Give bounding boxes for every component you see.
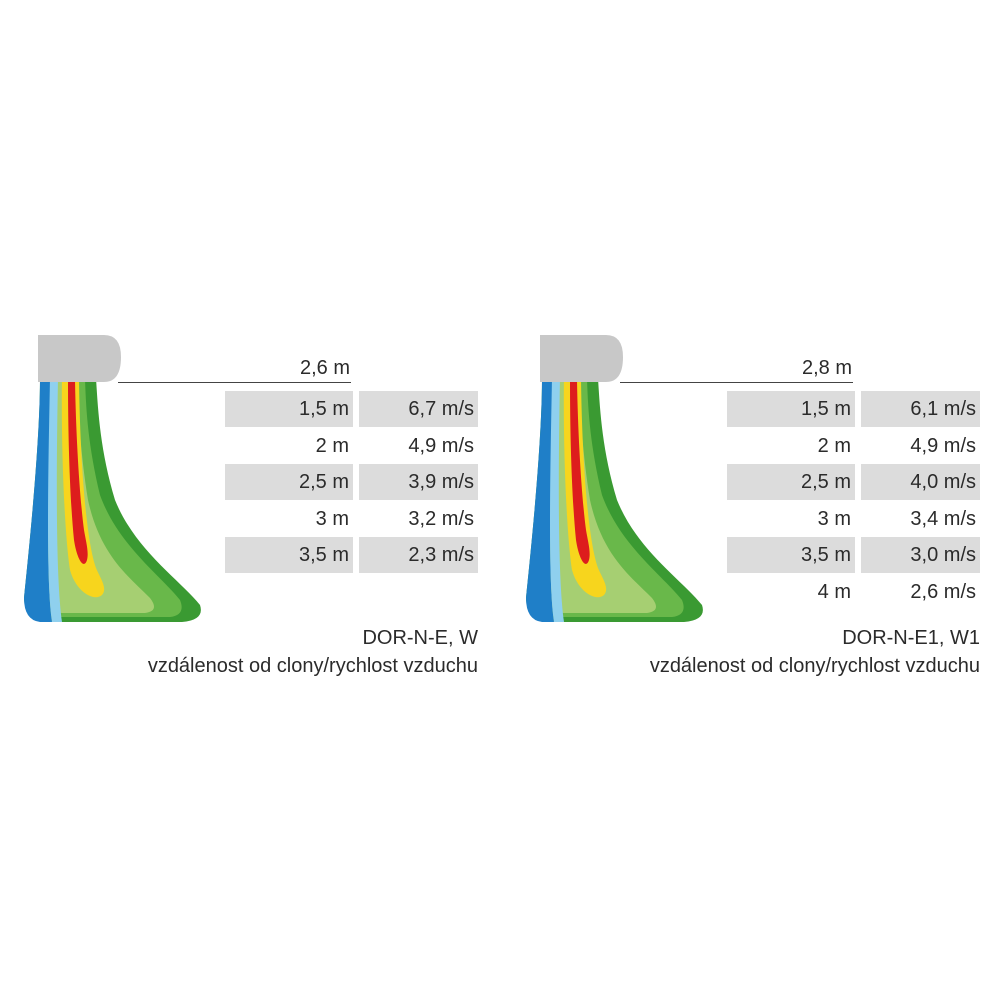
- air-curtain-unit: [38, 335, 121, 382]
- speed-table: 1,5 m 6,1 m/s 2 m 4,9 m/s 2,5 m 4,0 m/s …: [727, 391, 980, 611]
- table-row: 2 m 4,9 m/s: [727, 428, 980, 464]
- mounting-height-label: 2,6 m: [299, 357, 350, 379]
- distance-cell: 3 m: [817, 507, 851, 530]
- table-row: 3,5 m 3,0 m/s: [727, 537, 980, 574]
- distance-cell: 1,5 m: [225, 391, 353, 427]
- speed-cell: 3,0 m/s: [861, 537, 980, 574]
- distance-cell: 2,5 m: [225, 464, 353, 501]
- table-row: 3,5 m 2,3 m/s: [225, 537, 478, 574]
- speed-cell: 3,4 m/s: [910, 507, 976, 530]
- table-row: 3 m 3,4 m/s: [727, 501, 980, 537]
- mounting-height-line: [118, 382, 351, 383]
- flow-zone-red: [68, 380, 88, 564]
- mounting-height-line: [620, 382, 853, 383]
- model-caption: DOR-N-E, W: [362, 627, 478, 649]
- air-curtain-unit: [540, 335, 623, 382]
- distance-cell: 3,5 m: [727, 537, 855, 574]
- mounting-height-label: 2,8 m: [801, 357, 852, 379]
- air-curtain-flow-graphic: [526, 335, 703, 622]
- distance-cell: 2 m: [315, 434, 349, 457]
- distance-cell: 2 m: [817, 434, 851, 457]
- air-curtain-flow-graphic: [24, 335, 201, 622]
- table-row: 2,5 m 3,9 m/s: [225, 464, 478, 501]
- speed-cell: 2,6 m/s: [910, 580, 976, 603]
- table-row: 4 m 2,6 m/s: [727, 574, 980, 610]
- table-row: 2 m 4,9 m/s: [225, 428, 478, 464]
- panel-dor-n-e1: 2,8 m 1,5 m 6,1 m/s 2 m 4,9 m/s 2,5 m 4,…: [502, 330, 982, 690]
- speed-cell: 3,2 m/s: [408, 507, 474, 530]
- model-caption: DOR-N-E1, W1: [842, 627, 980, 649]
- speed-cell: 4,0 m/s: [861, 464, 980, 501]
- speed-cell: 3,9 m/s: [359, 464, 478, 501]
- distance-cell: 3,5 m: [225, 537, 353, 574]
- distance-cell: 3 m: [315, 507, 349, 530]
- speed-cell: 4,9 m/s: [910, 434, 976, 457]
- flow-zone-blue: [24, 378, 52, 622]
- table-row: 3 m 3,2 m/s: [225, 501, 478, 537]
- description-caption: vzdálenost od clony/rychlost vzduchu: [147, 655, 478, 677]
- distance-cell: 4 m: [817, 580, 851, 603]
- panel-dor-n-e: 2,6 m 1,5 m 6,7 m/s 2 m 4,9 m/s 2,5 m 3,…: [0, 330, 480, 690]
- speed-cell: 6,7 m/s: [359, 391, 478, 427]
- speed-cell: 4,9 m/s: [408, 434, 474, 457]
- flow-zone-blue: [526, 378, 554, 622]
- flow-zone-red: [570, 380, 590, 564]
- speed-cell: 6,1 m/s: [861, 391, 980, 427]
- table-row: 1,5 m 6,7 m/s: [225, 391, 478, 427]
- description-caption: vzdálenost od clony/rychlost vzduchu: [649, 655, 980, 677]
- flow-zone-light-blue: [48, 378, 62, 622]
- distance-cell: 2,5 m: [727, 464, 855, 501]
- flow-zone-light-blue: [550, 378, 564, 622]
- speed-cell: 2,3 m/s: [359, 537, 478, 574]
- speed-table: 1,5 m 6,7 m/s 2 m 4,9 m/s 2,5 m 3,9 m/s …: [225, 391, 478, 574]
- distance-cell: 1,5 m: [727, 391, 855, 427]
- table-row: 1,5 m 6,1 m/s: [727, 391, 980, 427]
- table-row: 2,5 m 4,0 m/s: [727, 464, 980, 501]
